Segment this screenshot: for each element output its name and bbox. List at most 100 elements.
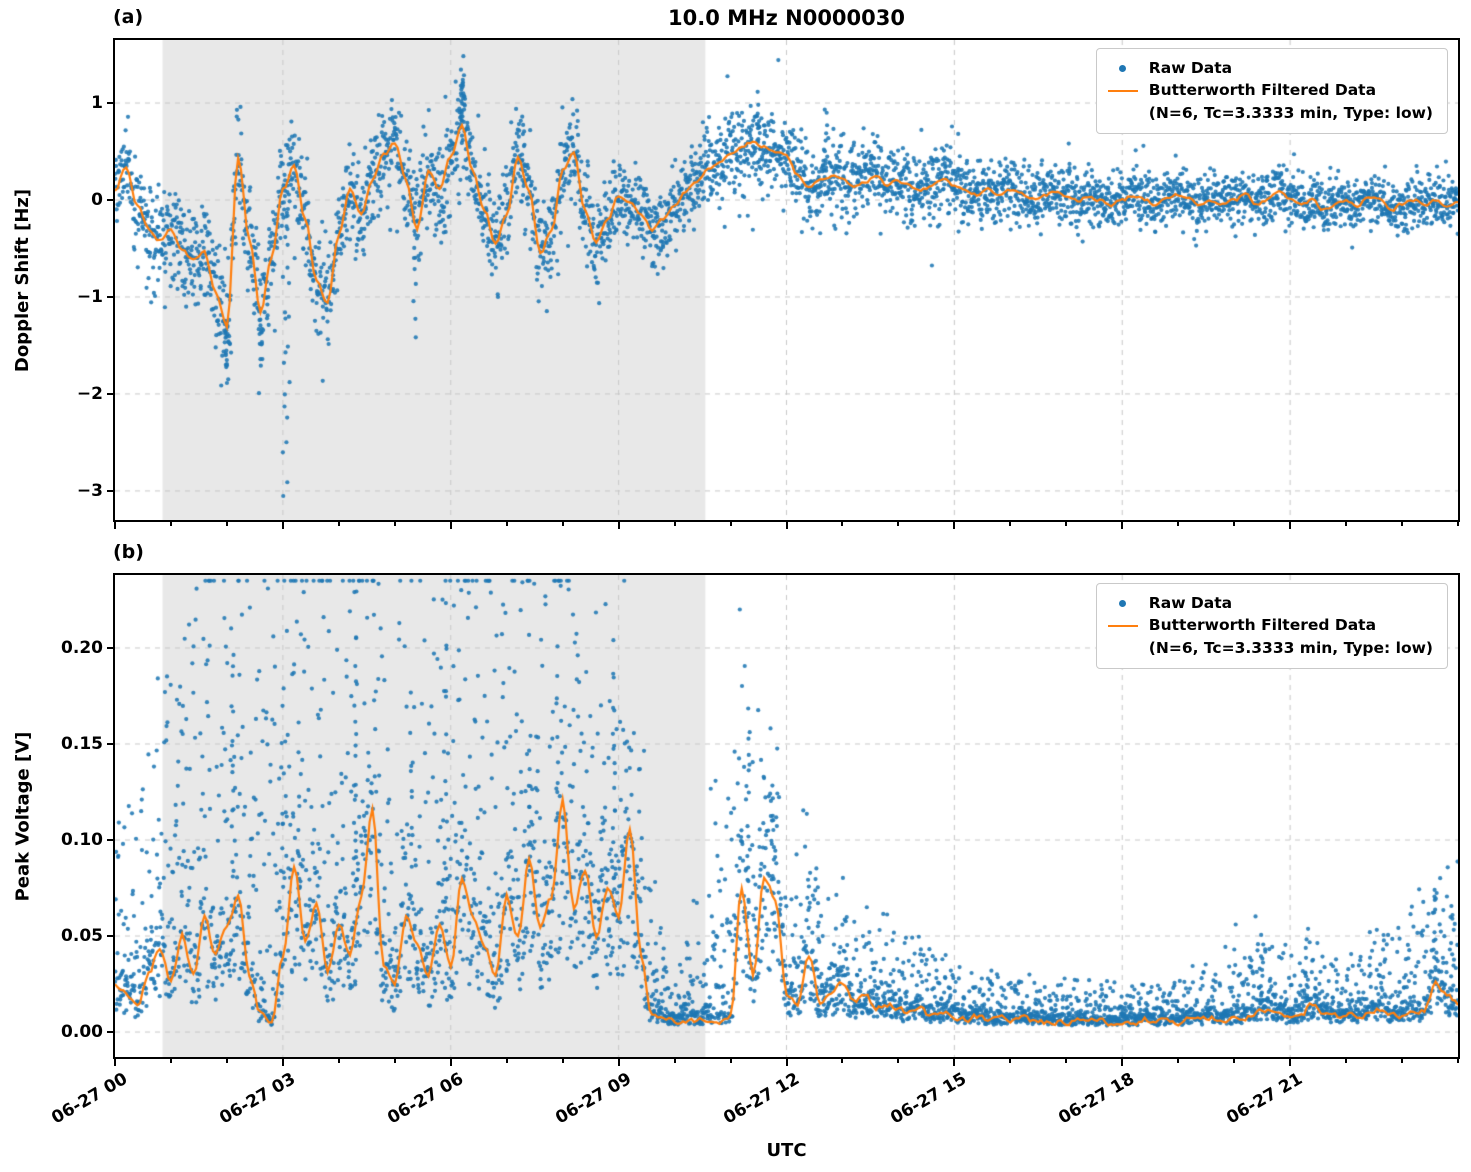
x-tick-label: 06-27 15 (887, 1069, 971, 1129)
x-minor-tick-mark (1457, 522, 1459, 526)
chart-title: 10.0 MHz N0000030 (668, 6, 905, 30)
y-tick-label: 1 (91, 93, 103, 114)
x-minor-tick-mark (225, 1059, 228, 1063)
x-tick-mark (953, 522, 956, 529)
legend-filtered-sublabel: (N=6, Tc=3.3333 min, Type: low) (1148, 103, 1433, 122)
x-minor-tick-mark (169, 1059, 172, 1063)
y-tick-mark (107, 392, 114, 395)
legend-raw-row: Raw Data (1107, 57, 1433, 79)
x-tick-label: 06-27 09 (551, 1069, 635, 1129)
y-tick-mark (107, 102, 114, 105)
panel-a-plot-area: Raw Data Butterworth Filtered Data (N=6,… (113, 38, 1460, 522)
x-minor-tick-mark (393, 522, 396, 526)
panel-a-label: (a) (113, 6, 144, 28)
y-tick-label: 0 (91, 190, 103, 210)
x-tick-label: 06-27 21 (1223, 1069, 1307, 1129)
x-tick-mark (617, 522, 620, 529)
x-tick-mark (281, 522, 284, 529)
x-minor-tick-mark (729, 1059, 732, 1063)
panel-b-legend: Raw Data Butterworth Filtered Data (N=6,… (1095, 583, 1448, 670)
panel-b-y-axis-label-text: Peak Voltage [V] (12, 731, 34, 901)
x-tick-label: 06-27 03 (216, 1069, 299, 1129)
x-minor-tick-mark (1233, 522, 1236, 526)
filtered-line-marker-icon (1107, 89, 1139, 92)
y-tick-mark (107, 199, 114, 201)
panel-b-plot-area: Raw Data Butterworth Filtered Data (N=6,… (113, 573, 1460, 1059)
y-tick-mark (107, 1031, 114, 1034)
x-minor-tick-mark (1457, 1059, 1459, 1063)
x-tick-mark (114, 522, 116, 529)
y-tick-mark (107, 646, 114, 649)
panel-b-y-axis-label: Peak Voltage [V] (6, 575, 40, 1057)
x-minor-tick-mark (1177, 522, 1180, 526)
x-minor-tick-mark (897, 522, 900, 526)
x-tick-mark (1121, 522, 1124, 529)
x-minor-tick-mark (1009, 1059, 1012, 1063)
x-minor-tick-mark (169, 522, 172, 526)
x-minor-tick-mark (1065, 522, 1068, 526)
x-tick-mark (1121, 1059, 1124, 1066)
x-minor-tick-mark (1401, 522, 1404, 526)
x-minor-tick-mark (841, 522, 844, 526)
panel-b-label: (b) (113, 541, 144, 563)
legend-raw-label: Raw Data (1148, 59, 1233, 77)
x-tick-label: 06-27 06 (384, 1069, 467, 1129)
x-tick-mark (1289, 1059, 1292, 1066)
x-minor-tick-mark (1009, 522, 1012, 526)
x-tick-mark (449, 1059, 452, 1066)
y-tick-mark (107, 935, 114, 938)
x-tick-label: 06-27 00 (48, 1069, 131, 1129)
x-axis-label: UTC (766, 1140, 807, 1161)
x-tick-label: 06-27 18 (1055, 1069, 1139, 1129)
x-tick-mark (114, 1059, 116, 1066)
y-tick-label: 0.00 (61, 1022, 103, 1043)
legend-raw-row: Raw Data (1107, 592, 1433, 614)
x-minor-tick-mark (1065, 1059, 1068, 1063)
legend-filtered-label: Butterworth Filtered Data (1148, 616, 1377, 635)
x-minor-tick-mark (337, 522, 340, 526)
x-minor-tick-mark (673, 522, 676, 526)
legend-filtered-row: Butterworth Filtered Data (1107, 79, 1433, 101)
x-minor-tick-mark (1177, 1059, 1180, 1063)
y-tick-label: 0.10 (61, 830, 103, 850)
x-minor-tick-mark (561, 522, 564, 526)
x-minor-tick-mark (393, 1059, 396, 1063)
x-minor-tick-mark (337, 1059, 340, 1063)
x-minor-tick-mark (505, 522, 508, 526)
x-tick-mark (785, 522, 788, 529)
x-minor-tick-mark (1345, 1059, 1348, 1063)
x-tick-mark (281, 1059, 284, 1066)
x-minor-tick-mark (729, 522, 732, 526)
legend-filtered-row: Butterworth Filtered Data (1107, 614, 1433, 636)
x-minor-tick-mark (225, 522, 228, 526)
raw-data-marker-icon (1107, 64, 1139, 72)
filtered-line-marker-icon (1107, 624, 1139, 627)
x-tick-mark (617, 1059, 620, 1066)
y-tick-mark (107, 742, 114, 745)
y-tick-label: 0.20 (61, 637, 103, 658)
raw-data-marker-icon (1107, 599, 1139, 607)
y-tick-mark (107, 489, 114, 492)
panel-a-legend: Raw Data Butterworth Filtered Data (N=6,… (1095, 48, 1448, 135)
y-tick-label: −3 (76, 480, 103, 501)
x-minor-tick-mark (505, 1059, 508, 1063)
y-tick-label: 0.05 (61, 926, 103, 947)
x-tick-mark (1289, 522, 1292, 529)
y-tick-mark (107, 295, 114, 298)
x-minor-tick-mark (1233, 1059, 1236, 1063)
x-minor-tick-mark (897, 1059, 900, 1063)
x-minor-tick-mark (673, 1059, 676, 1063)
x-tick-mark (449, 522, 452, 529)
y-tick-label: −1 (76, 286, 103, 307)
panel-a-y-axis-label-text: Doppler Shift [Hz] (12, 188, 34, 372)
x-minor-tick-mark (841, 1059, 844, 1063)
x-minor-tick-mark (1401, 1059, 1404, 1063)
legend-filtered-label: Butterworth Filtered Data (1148, 81, 1377, 100)
x-tick-label: 06-27 12 (719, 1069, 803, 1129)
x-minor-tick-mark (1345, 522, 1348, 526)
legend-filtered-sublabel: (N=6, Tc=3.3333 min, Type: low) (1148, 638, 1433, 657)
panel-a-y-axis-label: Doppler Shift [Hz] (6, 40, 40, 520)
x-minor-tick-mark (561, 1059, 564, 1063)
x-tick-mark (785, 1059, 788, 1066)
